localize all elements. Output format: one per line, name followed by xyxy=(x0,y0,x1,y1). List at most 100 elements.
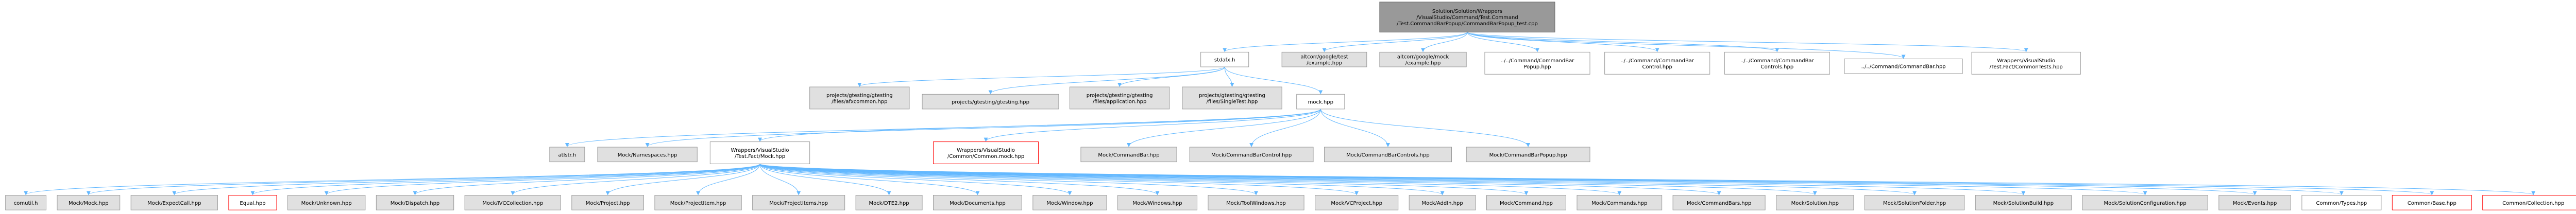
node-label-line: Mock/ExpectCall.hpp xyxy=(147,201,201,206)
node-label-line: ../../Command/CommandBar xyxy=(1501,58,1575,64)
node-c_types[interactable]: Common/Types.hpp xyxy=(2301,195,2382,210)
node-box xyxy=(376,195,454,210)
edge-factmock-to-m_dte2 xyxy=(759,164,891,195)
node-atlstr[interactable]: atlstr.h xyxy=(549,147,585,163)
node-box xyxy=(1200,51,1249,67)
edge-factmock-to-m_project xyxy=(605,164,760,195)
edge-factmock-to-m_vcc xyxy=(511,164,760,195)
node-m_projitem[interactable]: Mock/ProjectItem.hpp xyxy=(654,195,742,210)
node-label-line: Mock/CommandBarControls.hpp xyxy=(1346,152,1429,158)
node-box xyxy=(654,195,742,210)
node-box xyxy=(2482,195,2576,210)
node-box xyxy=(2392,195,2472,210)
edge-stdafx-to-gtesting xyxy=(988,66,1225,95)
node-cbar[interactable]: ../../Command/CommandBar.hpp xyxy=(1844,58,1963,74)
node-box xyxy=(1776,195,1854,210)
node-comutil[interactable]: comutil.h xyxy=(5,195,47,210)
node-box xyxy=(1069,86,1170,110)
node-gtest_example[interactable]: altcorr/google/test/example.hpp xyxy=(1281,51,1367,67)
node-m_docs[interactable]: Mock/Documents.hpp xyxy=(933,195,1022,210)
edge-root-to-stdafx xyxy=(1223,31,1468,52)
node-root[interactable]: Solution/Solution/Wrappers/VisualStudio/… xyxy=(1379,2,1555,32)
node-c_coll[interactable]: Common/Collection.hpp xyxy=(2482,195,2576,210)
node-mock_cbpopup[interactable]: Mock/CommandBarPopup.hpp xyxy=(1466,147,1590,163)
edge-factmock-to-m_command xyxy=(759,164,1529,195)
node-mock[interactable]: mock.hpp xyxy=(1296,94,1345,110)
node-label-line: Mock/Namespaces.hpp xyxy=(618,152,677,158)
node-box xyxy=(933,195,1022,210)
node-gtest_afxcommon[interactable]: projects/gtesting/gtesting/files/afxcomm… xyxy=(809,86,910,110)
node-factmock[interactable]: Wrappers/VisualStudio/Test.Fact/Mock.hpp xyxy=(709,141,810,165)
node-m_expect[interactable]: Mock/ExpectCall.hpp xyxy=(130,195,218,210)
node-mock_cbar[interactable]: Mock/CommandBar.hpp xyxy=(1080,147,1177,163)
node-label-line: Control.hpp xyxy=(1642,64,1672,70)
node-cbpopup[interactable]: ../../Command/CommandBarPopup.hpp xyxy=(1484,51,1590,75)
node-mock_ns[interactable]: Mock/Namespaces.hpp xyxy=(597,147,698,163)
node-label-line: Solution/Solution/Wrappers xyxy=(1432,9,1502,14)
node-m_project[interactable]: Mock/Project.hpp xyxy=(571,195,644,210)
node-label-line: /example.hpp xyxy=(1307,61,1342,66)
node-equal[interactable]: Equal.hpp xyxy=(228,195,277,210)
node-stdafx[interactable]: stdafx.h xyxy=(1200,51,1249,67)
edge-layer xyxy=(24,31,2535,195)
node-m_projitems[interactable]: Mock/ProjectItems.hpp xyxy=(752,195,845,210)
node-common_mock[interactable]: Wrappers/VisualStudio/Common/Common.mock… xyxy=(933,141,1039,165)
node-m_solbuild[interactable]: Mock/SolutionBuild.hpp xyxy=(1975,195,2072,210)
node-label-line: projects/gtesting/gtesting xyxy=(1199,93,1265,98)
node-label-line: /example.hpp xyxy=(1405,61,1441,66)
node-m_mock[interactable]: Mock/Mock.hpp xyxy=(57,195,121,210)
node-m_cbars[interactable]: Mock/CommandBars.hpp xyxy=(1672,195,1766,210)
node-c_base[interactable]: Common/Base.hpp xyxy=(2392,195,2472,210)
node-m_dispatch[interactable]: Mock/Dispatch.hpp xyxy=(376,195,454,210)
node-label-line: Mock/Mock.hpp xyxy=(69,201,109,206)
node-m_vcproj[interactable]: Mock/VCProject.hpp xyxy=(1315,195,1399,210)
node-m_command[interactable]: Mock/Command.hpp xyxy=(1486,195,1566,210)
node-m_solfolder[interactable]: Mock/SolutionFolder.hpp xyxy=(1864,195,1965,210)
edge-factmock-to-m_window xyxy=(759,164,1072,195)
node-box xyxy=(1080,147,1177,163)
node-gtest_app[interactable]: projects/gtesting/gtesting/files/applica… xyxy=(1069,86,1170,110)
node-box xyxy=(1189,147,1314,163)
node-label-line: /Test.Fact/Mock.hpp xyxy=(735,154,785,159)
node-m_events[interactable]: Mock/Events.hpp xyxy=(2218,195,2291,210)
node-box xyxy=(1117,195,1197,210)
node-m_vcc[interactable]: Mock/IVCCollection.hpp xyxy=(464,195,561,210)
node-label-line: atlstr.h xyxy=(558,152,577,158)
node-gtesting[interactable]: projects/gtesting/gtesting.hpp xyxy=(922,94,1059,110)
node-m_commands[interactable]: Mock/Commands.hpp xyxy=(1577,195,1663,210)
node-m_solution[interactable]: Mock/Solution.hpp xyxy=(1776,195,1854,210)
node-label-line: comutil.h xyxy=(14,201,38,206)
node-box xyxy=(597,147,698,163)
node-label-line: Mock/ToolWindows.hpp xyxy=(1226,201,1286,206)
node-mock_cbcontrols[interactable]: Mock/CommandBarControls.hpp xyxy=(1324,147,1452,163)
node-box xyxy=(1864,195,1965,210)
node-label-line: Mock/AddIn.hpp xyxy=(1421,201,1463,206)
node-label-line: Mock/Solution.hpp xyxy=(1791,201,1839,206)
node-mock_cbcontrol[interactable]: Mock/CommandBarControl.hpp xyxy=(1189,147,1314,163)
node-label-line: Mock/Events.hpp xyxy=(2233,201,2277,206)
node-m_dte2[interactable]: Mock/DTE2.hpp xyxy=(855,195,923,210)
edge-factmock-to-m_projitem xyxy=(696,164,760,195)
node-cbcontrols[interactable]: ../../Command/CommandBarControls.hpp xyxy=(1724,51,1830,75)
node-m_toolwin[interactable]: Mock/ToolWindows.hpp xyxy=(1208,195,1304,210)
edge-root-to-cbar xyxy=(1467,31,1906,59)
node-label-line: altcorr/google/mock xyxy=(1397,55,1449,60)
edge-factmock-to-m_vcproj xyxy=(759,164,1359,195)
node-m_solcfg[interactable]: Mock/SolutionConfiguration.hpp xyxy=(2082,195,2208,210)
node-label-line: Popup.hpp xyxy=(1523,64,1551,70)
node-cbcontrol[interactable]: ../../Command/CommandBarControl.hpp xyxy=(1604,51,1710,75)
node-box xyxy=(464,195,561,210)
node-m_window[interactable]: Mock/Window.hpp xyxy=(1032,195,1107,210)
node-m_windows[interactable]: Mock/Windows.hpp xyxy=(1117,195,1197,210)
node-m_addin[interactable]: Mock/AddIn.hpp xyxy=(1409,195,1476,210)
node-commontests[interactable]: Wrappers/VisualStudio/Test.Fact/CommonTe… xyxy=(1971,51,2081,75)
node-gmock_example[interactable]: altcorr/google/mock/example.hpp xyxy=(1379,51,1467,67)
edge-factmock-to-m_solfolder xyxy=(759,164,1917,195)
node-label-line: Mock/Dispatch.hpp xyxy=(391,201,440,206)
node-label-line: Mock/ProjectItems.hpp xyxy=(769,201,828,206)
node-m_unknown[interactable]: Mock/Unknown.hpp xyxy=(287,195,366,210)
node-gtest_single[interactable]: projects/gtesting/gtesting/files/SingleT… xyxy=(1182,86,1282,110)
node-label-line: mock.hpp xyxy=(1308,100,1333,105)
edge-factmock-to-m_cbars xyxy=(759,164,1721,195)
node-label-line: Mock/Command.hpp xyxy=(1500,201,1553,206)
